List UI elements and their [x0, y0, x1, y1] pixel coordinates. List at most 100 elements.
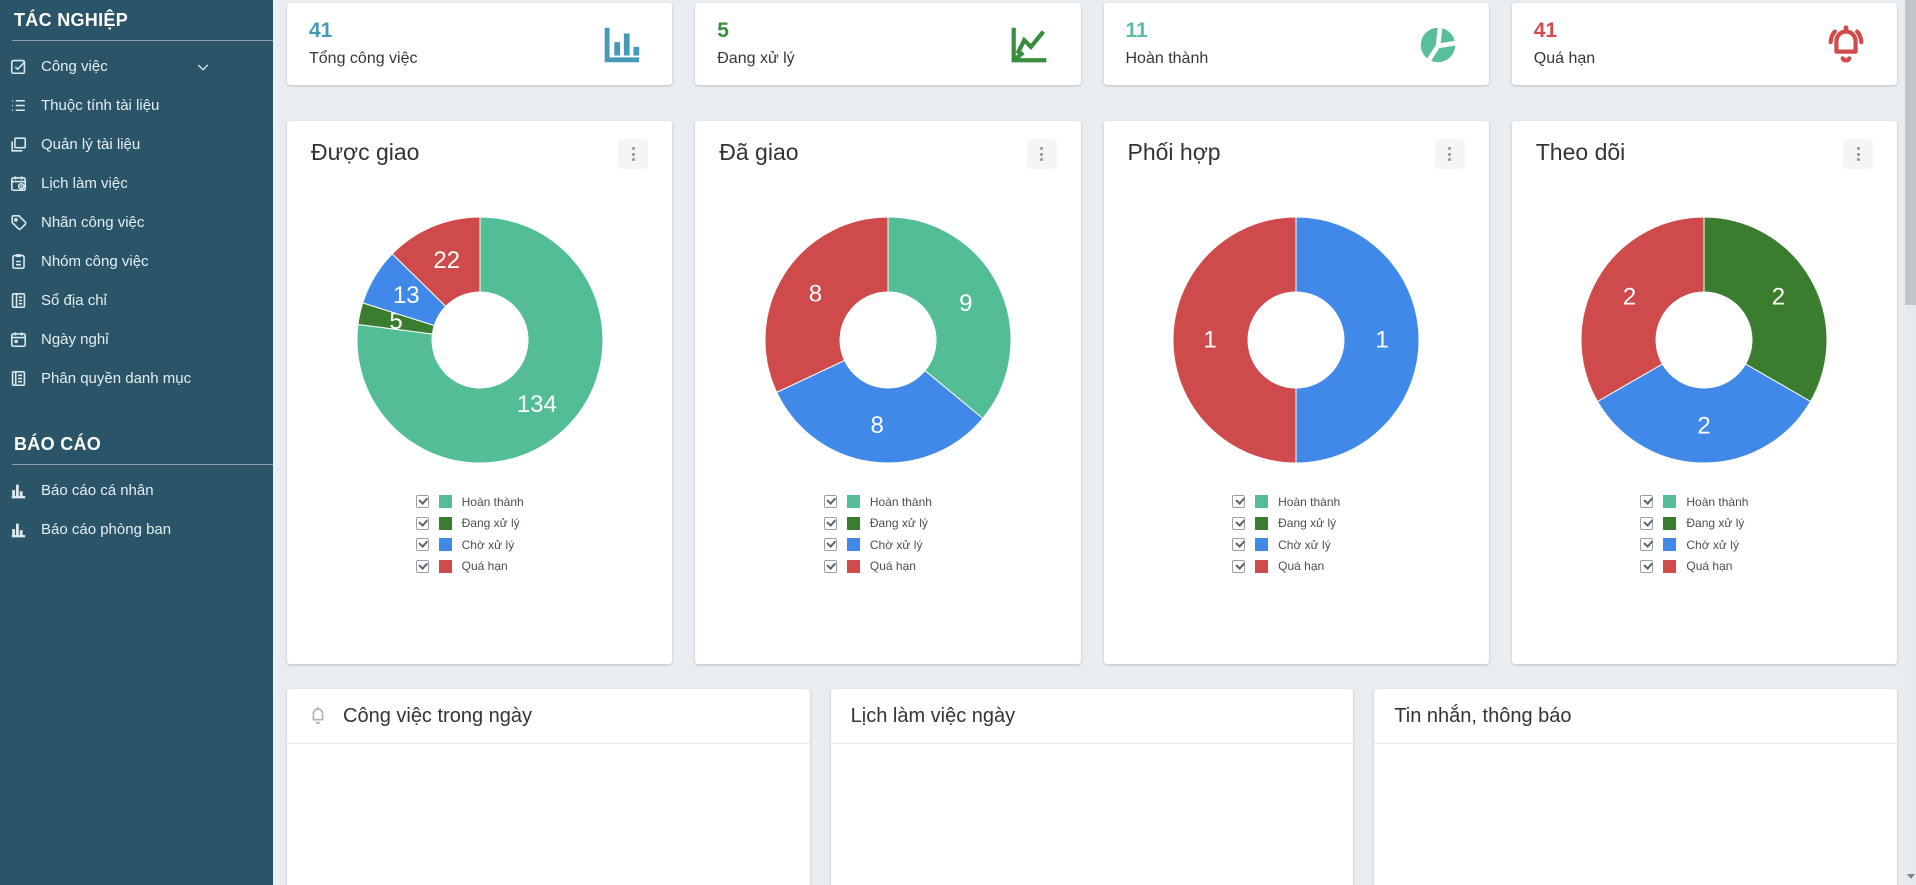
panel-tin-nhan-thong-bao: Tin nhắn, thông báo: [1374, 689, 1897, 885]
chart-legend: Hoàn thành Đang xử lý Chờ xử lý Quá hạn: [823, 491, 952, 578]
sidebar-item-label: Quản lý tài liệu: [41, 136, 141, 153]
sidebar-item-ngay-nghi[interactable]: Ngày nghỉ: [0, 320, 273, 359]
donut-slice-2[interactable]: [775, 359, 984, 464]
legend-label: Chờ xử lý: [461, 537, 515, 552]
sidebar-item-label: Nhóm công việc: [41, 253, 149, 270]
legend-checkbox[interactable]: [415, 495, 429, 509]
kebab-menu-button[interactable]: [1026, 139, 1057, 169]
scrollbar-down-arrow[interactable]: [1905, 869, 1916, 883]
stat-card-qua-han: 41 Quá hạn: [1511, 3, 1897, 85]
legend-checkbox[interactable]: [1640, 495, 1654, 509]
stat-card-hoan-thanh: 11 Hoàn thành: [1103, 3, 1489, 85]
chart-card-duoc-giao: Được giao 134 5 13 22 Hoàn thành Đang xử lý C…: [287, 121, 673, 664]
legend-checkbox[interactable]: [415, 538, 429, 552]
divider: [12, 464, 273, 465]
legend-label: Hoàn thành: [1686, 494, 1749, 509]
stat-value: 5: [717, 19, 729, 42]
stat-label: Hoàn thành: [1125, 50, 1209, 67]
vertical-scrollbar[interactable]: [1905, 0, 1916, 885]
legend-label: Quá hạn: [461, 559, 508, 574]
legend-checkbox[interactable]: [1640, 559, 1654, 573]
donut-slice-3[interactable]: [391, 216, 481, 308]
sidebar-item-phan-quyen-danh-muc[interactable]: Phân quyền danh mục: [0, 359, 273, 398]
legend-checkbox[interactable]: [1640, 538, 1654, 552]
folder-copy-icon: [9, 135, 28, 154]
legend-item: Quá hạn: [415, 556, 544, 578]
spacer: [0, 398, 273, 428]
chart-card-theo-doi: Theo dõi 2 2 2 Hoàn thành Đang xử lý Chờ xử …: [1511, 121, 1897, 664]
clipboard-icon: [9, 252, 28, 271]
charts-row: Được giao 134 5 13 22 Hoàn thành Đang xử lý C…: [287, 121, 1897, 664]
legend-swatch: [1663, 495, 1677, 509]
legend-swatch: [1663, 559, 1677, 573]
donut-slice-3[interactable]: [1172, 216, 1297, 464]
chevron-down-icon[interactable]: [195, 59, 211, 75]
panel-title: Lịch làm việc ngày: [850, 704, 1016, 727]
legend-label: Chờ xử lý: [1278, 537, 1331, 552]
donut-slice-3[interactable]: [1580, 216, 1705, 403]
sidebar-item-thuoc-tinh-tai-lieu[interactable]: Thuộc tính tài liệu: [0, 86, 273, 125]
sidebar-item-bao-cao-ca-nhan[interactable]: Báo cáo cá nhân: [0, 471, 273, 510]
legend-checkbox[interactable]: [823, 495, 837, 509]
chart-title: Phối hợp: [1127, 139, 1221, 165]
kebab-menu-button[interactable]: [618, 139, 649, 169]
slice-value-label: 13: [393, 282, 420, 309]
sidebar-item-so-dia-chi[interactable]: Sổ địa chỉ: [0, 281, 273, 320]
sidebar-section-title: BÁO CÁO: [14, 434, 102, 454]
stat-label: Tổng công việc: [309, 50, 418, 67]
sidebar-item-label: Nhãn công việc: [41, 214, 145, 231]
legend-item: Hoàn thành: [415, 491, 544, 513]
legend-item: Đang xử lý: [823, 513, 952, 535]
donut-slice-2[interactable]: [1597, 363, 1812, 464]
legend-label: Quá hạn: [1686, 559, 1733, 574]
kebab-menu-button[interactable]: [1434, 139, 1465, 169]
kebab-menu-button[interactable]: [1843, 139, 1873, 169]
donut-chart: 9 8 8: [764, 216, 1012, 464]
donut-slice-2[interactable]: [1295, 216, 1420, 464]
legend-checkbox[interactable]: [415, 559, 429, 573]
sidebar-item-bao-cao-phong-ban[interactable]: Báo cáo phòng ban: [0, 510, 273, 549]
sidebar-item-cong-viec[interactable]: Công việc: [0, 47, 273, 86]
legend-label: Quá hạn: [869, 559, 916, 574]
sidebar-item-label: Báo cáo phòng ban: [41, 521, 172, 538]
legend-item: Hoàn thành: [823, 491, 952, 513]
legend-checkbox[interactable]: [823, 559, 837, 573]
sidebar-item-nhom-cong-viec[interactable]: Nhóm công việc: [0, 242, 273, 281]
sidebar-item-quan-ly-tai-lieu[interactable]: Quản lý tài liệu: [0, 125, 273, 164]
legend-swatch: [846, 516, 860, 530]
donut-slice-1[interactable]: [1703, 216, 1828, 403]
legend-checkbox[interactable]: [1232, 559, 1246, 573]
chart-legend: Hoàn thành Đang xử lý Chờ xử lý Quá hạn: [415, 491, 544, 578]
donut-slice-0[interactable]: [356, 216, 604, 464]
legend-checkbox[interactable]: [1232, 538, 1246, 552]
donut-slice-3[interactable]: [764, 216, 889, 394]
legend-checkbox[interactable]: [415, 516, 429, 530]
pie-chart-icon: [1415, 21, 1461, 67]
legend-label: Đang xử lý: [869, 516, 928, 531]
legend-checkbox[interactable]: [823, 516, 837, 530]
scrollbar-thumb[interactable]: [1905, 0, 1916, 305]
legend-item: Quá hạn: [823, 556, 952, 578]
legend-checkbox[interactable]: [823, 538, 837, 552]
legend-swatch: [438, 559, 452, 573]
sidebar-item-label: Sổ địa chỉ: [41, 292, 107, 309]
line-chart-icon: [1007, 21, 1053, 67]
sidebar-item-nhan-cong-viec[interactable]: Nhãn công việc: [0, 203, 273, 242]
sidebar-item-lich-lam-viec[interactable]: Lịch làm việc: [0, 164, 273, 203]
donut-slice-0[interactable]: [887, 216, 1012, 420]
address-book-icon: [9, 291, 28, 310]
bar-chart-icon: [9, 481, 28, 500]
slice-value-label: 1: [1375, 327, 1388, 354]
bell-alert-icon: [1823, 21, 1869, 67]
legend-label: Quá hạn: [1278, 559, 1325, 574]
legend-label: Đang xử lý: [1686, 516, 1745, 531]
legend-checkbox[interactable]: [1232, 495, 1246, 509]
panel-lich-lam-viec-ngay: Lịch làm việc ngày: [830, 689, 1354, 885]
legend-checkbox[interactable]: [1640, 516, 1654, 530]
legend-checkbox[interactable]: [1232, 516, 1246, 530]
legend-item: Quá hạn: [1232, 556, 1360, 578]
legend-swatch: [1255, 516, 1269, 530]
chart-legend: Hoàn thành Đang xử lý Chờ xử lý Quá hạn: [1232, 491, 1360, 577]
slice-value-label: 8: [809, 280, 822, 307]
